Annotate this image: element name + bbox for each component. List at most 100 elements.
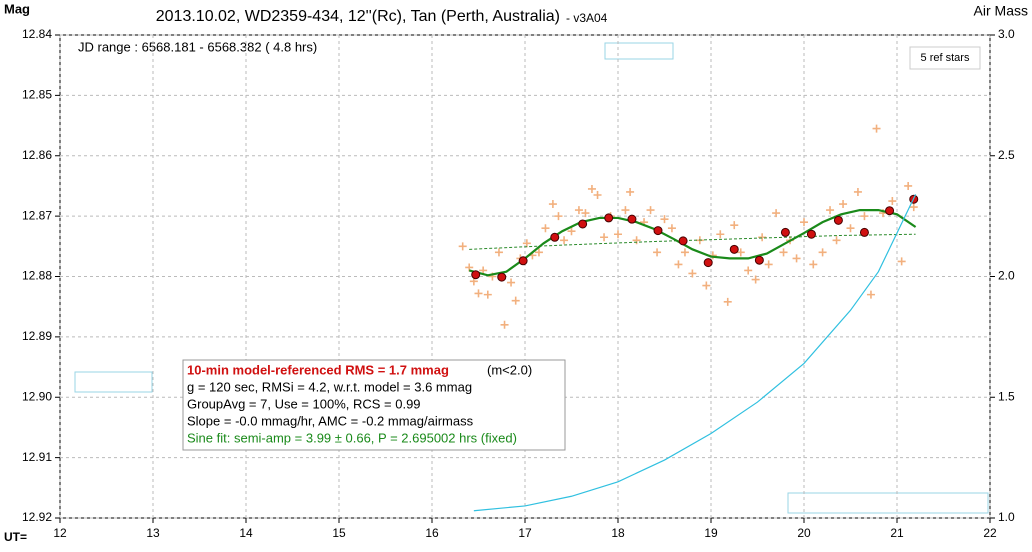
data-point xyxy=(474,289,483,298)
x-tick-label: 17 xyxy=(518,526,532,540)
data-point xyxy=(853,187,862,196)
x-tick-label: 20 xyxy=(797,526,811,540)
group-average xyxy=(627,214,637,224)
data-point xyxy=(626,187,635,196)
empty-box xyxy=(74,371,153,393)
data-point xyxy=(674,260,683,269)
chart-subtitle: - v3A04 xyxy=(566,11,608,25)
chart-title: 2013.10.02, WD2359-434, 12''(Rc), Tan (P… xyxy=(156,8,560,25)
data-point xyxy=(593,190,602,199)
data-point xyxy=(888,197,897,206)
data-point xyxy=(897,257,906,266)
y2-tick-label: 2.0 xyxy=(998,269,1015,283)
data-point xyxy=(587,184,596,193)
group-average xyxy=(885,206,895,216)
fit-line xyxy=(468,208,917,277)
y-tick-label: 12.92 xyxy=(22,510,52,524)
data-point xyxy=(751,275,760,284)
empty-box xyxy=(604,42,674,60)
data-point xyxy=(614,230,622,239)
airmass-line xyxy=(473,194,917,512)
data-point xyxy=(560,236,569,245)
group-average xyxy=(550,232,560,242)
data-point xyxy=(744,266,753,275)
data-point xyxy=(826,206,835,215)
data-point xyxy=(600,233,609,242)
rms-text: 10-min model-referenced RMS = 1.7 mmag xyxy=(187,362,449,377)
group-average xyxy=(780,227,790,237)
y2-axis-label: Air Mass xyxy=(974,3,1028,19)
y-tick-label: 12.91 xyxy=(22,450,52,464)
group-average xyxy=(833,215,843,225)
group-average xyxy=(703,258,713,268)
jd-range: JD range : 6568.181 - 6568.382 ( 4.8 hrs… xyxy=(78,39,317,54)
data-point xyxy=(723,297,732,306)
group-average xyxy=(859,227,869,237)
fit-line xyxy=(469,233,916,250)
data-point xyxy=(522,239,531,248)
group-average xyxy=(471,270,481,280)
data-point xyxy=(574,206,583,215)
data-point xyxy=(581,209,590,218)
data-point xyxy=(688,269,697,278)
group-average xyxy=(578,219,588,229)
x-tick-label: 18 xyxy=(611,526,625,540)
data-point xyxy=(730,221,739,230)
y2-tick-label: 1.0 xyxy=(998,510,1015,524)
group-average xyxy=(497,272,507,282)
y-tick-label: 12.89 xyxy=(22,329,52,343)
data-point xyxy=(702,281,711,290)
data-point xyxy=(632,236,641,245)
group-average xyxy=(678,236,688,246)
data-point xyxy=(818,248,827,257)
data-point xyxy=(904,181,913,190)
y2-tick-label: 2.5 xyxy=(998,148,1015,162)
x-tick-label: 19 xyxy=(704,526,718,540)
data-point xyxy=(483,290,492,299)
data-point xyxy=(660,215,669,224)
group-average xyxy=(754,255,764,265)
data-point xyxy=(800,218,808,227)
data-point xyxy=(809,260,818,269)
data-point xyxy=(646,206,655,215)
data-point xyxy=(667,224,676,233)
data-point xyxy=(494,248,503,257)
group-average xyxy=(806,229,816,239)
group-average xyxy=(604,213,614,223)
data-point xyxy=(866,290,875,299)
data-point xyxy=(736,248,745,257)
data-point xyxy=(792,254,801,263)
data-point xyxy=(860,212,869,221)
x-tick-label: 21 xyxy=(890,526,904,540)
group-average xyxy=(729,244,739,254)
data-point xyxy=(758,233,767,242)
data-point xyxy=(458,242,467,251)
info-line: g = 120 sec, RMSi = 4.2, w.r.t. model = … xyxy=(187,379,472,394)
data-point xyxy=(567,227,576,236)
data-point xyxy=(779,248,788,257)
data-point xyxy=(832,236,841,245)
data-point xyxy=(680,248,689,257)
x-tick-label: 14 xyxy=(239,526,253,540)
data-point xyxy=(764,260,773,269)
y-tick-label: 12.90 xyxy=(22,389,52,403)
y-tick-label: 12.86 xyxy=(22,148,52,162)
data-point xyxy=(772,209,781,218)
data-point xyxy=(653,248,662,257)
data-point xyxy=(621,206,630,215)
x-tick-label: 16 xyxy=(425,526,439,540)
data-point xyxy=(909,203,918,212)
group-average xyxy=(518,256,528,266)
data-point xyxy=(500,320,509,329)
y-tick-label: 12.84 xyxy=(22,27,52,41)
data-point xyxy=(465,263,474,272)
sine-fit: Sine fit: semi-amp = 3.99 ± 0.66, P = 2.… xyxy=(187,430,517,445)
y-tick-label: 12.85 xyxy=(22,88,52,102)
data-point xyxy=(839,200,848,209)
x-tick-label: 15 xyxy=(332,526,346,540)
x-tick-label: 13 xyxy=(146,526,160,540)
data-point xyxy=(511,296,520,305)
y2-tick-label: 3.0 xyxy=(998,27,1015,41)
info-line: Slope = -0.0 mmag/hr, AMC = -0.2 mmag/ai… xyxy=(187,413,474,428)
